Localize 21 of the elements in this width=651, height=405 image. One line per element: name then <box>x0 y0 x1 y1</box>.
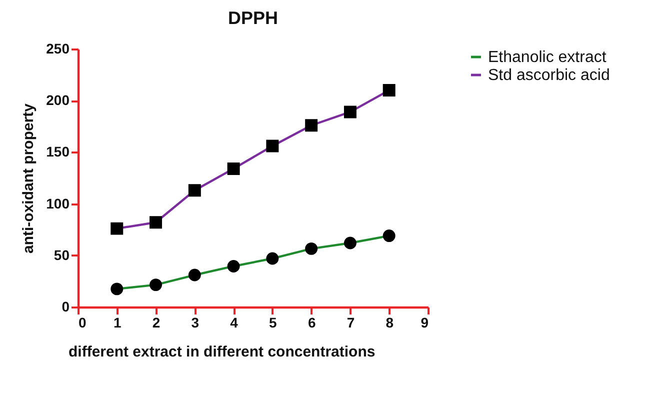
y-tick-label: 100 <box>46 195 70 212</box>
x-tick-label: 5 <box>269 314 278 330</box>
x-tick-label: 8 <box>386 314 394 330</box>
y-tick-label: 250 <box>46 40 70 56</box>
x-tick-label: 4 <box>230 314 238 330</box>
x-tick-label: 7 <box>346 314 355 330</box>
x-tick-label: 3 <box>191 314 200 330</box>
x-tick-label: 0 <box>78 314 86 330</box>
y-tick-label: 0 <box>62 298 70 314</box>
x-axis-title: different extract in different concentrations <box>68 344 376 360</box>
y-axis-title: anti-oxidant property <box>20 102 38 254</box>
y-tick-label: 200 <box>46 92 70 108</box>
legend-label: Std ascorbic acid <box>488 67 610 84</box>
y-tick-label: 50 <box>54 246 70 263</box>
x-tick-label: 9 <box>420 314 429 330</box>
x-tick-label: 2 <box>152 314 160 330</box>
legend-label: Ethanolic extract <box>488 49 607 66</box>
y-tick-label: 150 <box>46 144 70 160</box>
x-tick-label: 1 <box>113 314 122 330</box>
x-tick-label: 6 <box>308 314 316 330</box>
chart-title: DPPH <box>228 8 278 28</box>
